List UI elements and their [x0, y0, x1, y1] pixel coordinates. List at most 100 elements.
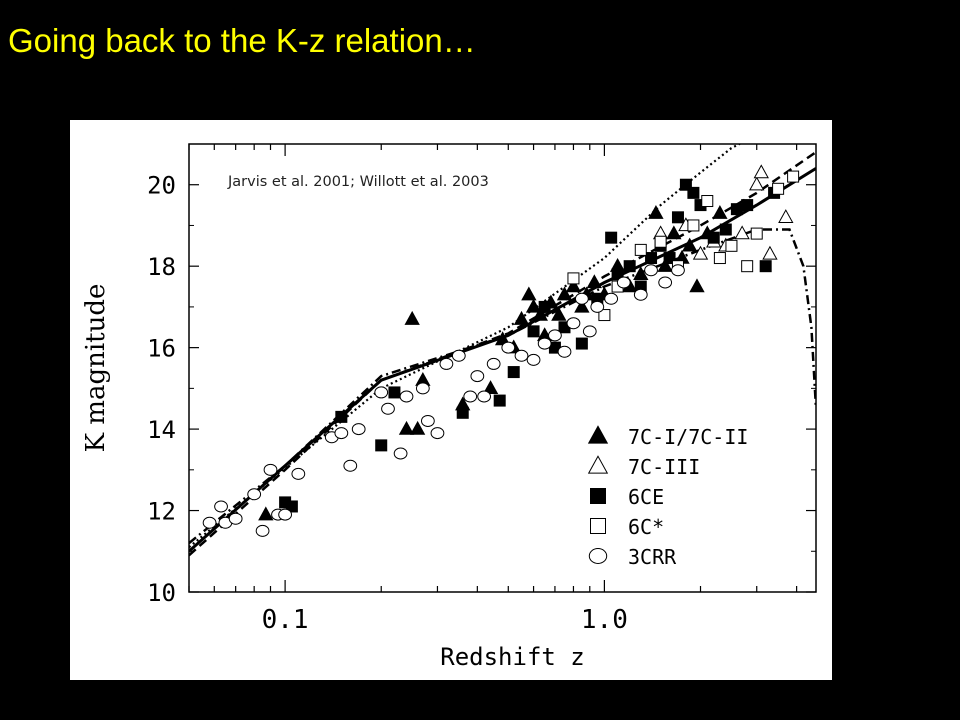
data-point-open-circle [501, 341, 516, 354]
data-point-open-circle [486, 357, 501, 370]
data-point-open-square [713, 252, 726, 265]
data-point-open-triangle [753, 164, 769, 179]
data-point-open-circle [374, 386, 389, 399]
data-point-filled-square [575, 337, 588, 350]
data-point-open-circle [351, 423, 366, 436]
legend-label: 7C-I/7C-II [628, 425, 748, 449]
data-point-filled-square [679, 178, 692, 191]
k-z-scatter-chart: 10 12 14 16 18 20 0.1 1.0 Redshift z K magnitude J… [81, 143, 817, 671]
data-point-filled-triangle [556, 286, 573, 301]
data-point-open-square [567, 272, 580, 285]
data-point-open-circle [514, 349, 529, 362]
data-point-open-circle [644, 264, 658, 277]
data-point-open-circle [334, 427, 349, 440]
data-point-filled-square [623, 260, 636, 273]
data-point-filled-triangle [682, 237, 698, 252]
data-point-filled-triangle [666, 225, 682, 240]
x-tick-label: 1.0 [581, 605, 628, 635]
data-point-open-circle [477, 390, 491, 403]
legend-marker-filled-triangle [587, 425, 609, 444]
data-point-open-circle [574, 292, 589, 305]
y-tick-label: 16 [147, 335, 176, 363]
data-point-open-triangle [692, 245, 709, 260]
data-point-open-circle [548, 329, 562, 342]
data-point-open-square [725, 239, 738, 252]
data-point-open-circle [430, 427, 445, 440]
data-point-open-square [654, 235, 667, 248]
data-point-open-circle [671, 264, 685, 277]
data-point-open-circle [421, 414, 435, 427]
legend-marker-open-triangle [587, 455, 609, 474]
data-point-filled-triangle [532, 306, 548, 321]
data-point-filled-triangle [712, 205, 728, 219]
slide-title: Going back to the K-z relation… [8, 22, 476, 59]
data-point-filled-triangle [689, 278, 705, 293]
data-point-filled-square [707, 231, 720, 244]
data-point-filled-square [527, 325, 540, 338]
data-point-open-square [741, 260, 754, 273]
data-point-open-circle [415, 382, 430, 395]
data-point-open-triangle [778, 209, 794, 224]
data-point-open-circle [590, 300, 605, 313]
x-tick-label: 0.1 [262, 605, 309, 635]
data-point-open-circle [255, 524, 270, 537]
data-point-filled-square [605, 231, 618, 244]
data-point-open-square [701, 195, 714, 208]
data-point-open-circle [439, 357, 454, 370]
data-point-filled-triangle [513, 310, 530, 325]
data-point-open-circle [291, 467, 306, 480]
y-tick-label: 10 [147, 579, 176, 607]
data-point-open-circle [604, 292, 619, 305]
data-point-open-square [787, 170, 800, 183]
data-point-filled-square [719, 223, 732, 236]
data-point-filled-triangle [398, 420, 415, 435]
data-point-filled-square [730, 203, 743, 216]
data-point-filled-square [741, 199, 754, 212]
y-tick-label: 14 [147, 416, 176, 444]
legend-marker-open-circle [588, 548, 608, 564]
data-point-filled-triangle [551, 306, 567, 321]
data-point-open-circle [228, 512, 243, 525]
data-point-open-circle [658, 276, 673, 289]
data-point-filled-square [388, 386, 401, 399]
data-point-open-circle [343, 459, 358, 472]
data-point-filled-square [663, 252, 676, 265]
data-point-filled-square [759, 260, 772, 273]
data-point-filled-square [538, 300, 551, 313]
x-axis-label: Redshift z [440, 643, 585, 671]
fit-line-dotted [189, 144, 742, 549]
data-point-open-circle [582, 325, 597, 338]
data-point-open-circle [463, 390, 478, 403]
data-point-filled-square [375, 439, 388, 452]
data-point-filled-square [671, 211, 684, 224]
citation-annotation: Jarvis et al. 2001; Willott et al. 2003 [227, 174, 489, 190]
legend-label: 3CRR [628, 545, 677, 569]
data-point-open-circle [381, 402, 395, 415]
data-point-open-circle [470, 370, 485, 383]
legend-marker-open-square [590, 518, 606, 534]
data-point-filled-triangle [258, 506, 274, 521]
plot-frame [188, 143, 817, 593]
data-point-open-square [750, 227, 763, 240]
data-point-filled-square [507, 366, 520, 379]
chart-panel: 10 12 14 16 18 20 0.1 1.0 Redshift z K magnitude J… [70, 120, 832, 680]
data-point-filled-square [493, 394, 506, 407]
data-point-open-circle [399, 390, 414, 403]
y-tick-label: 18 [147, 253, 176, 281]
legend-label: 6CE [628, 485, 664, 509]
y-tick-label: 12 [147, 498, 176, 526]
data-point-filled-triangle [586, 274, 602, 289]
legend-label: 7C-III [628, 455, 700, 479]
data-point-open-circle [633, 288, 648, 301]
data-point-open-triangle [762, 245, 778, 260]
y-tick-label: 20 [147, 172, 176, 200]
data-point-filled-triangle [521, 286, 537, 301]
data-point-open-circle [393, 447, 408, 460]
data-point-filled-triangle [565, 278, 582, 293]
data-point-open-circle [247, 488, 262, 501]
data-point-open-circle [616, 276, 631, 289]
data-point-filled-triangle [633, 266, 649, 281]
data-point-open-circle [278, 508, 292, 521]
data-point-filled-square [687, 186, 700, 199]
legend-marker-filled-square [590, 488, 606, 504]
